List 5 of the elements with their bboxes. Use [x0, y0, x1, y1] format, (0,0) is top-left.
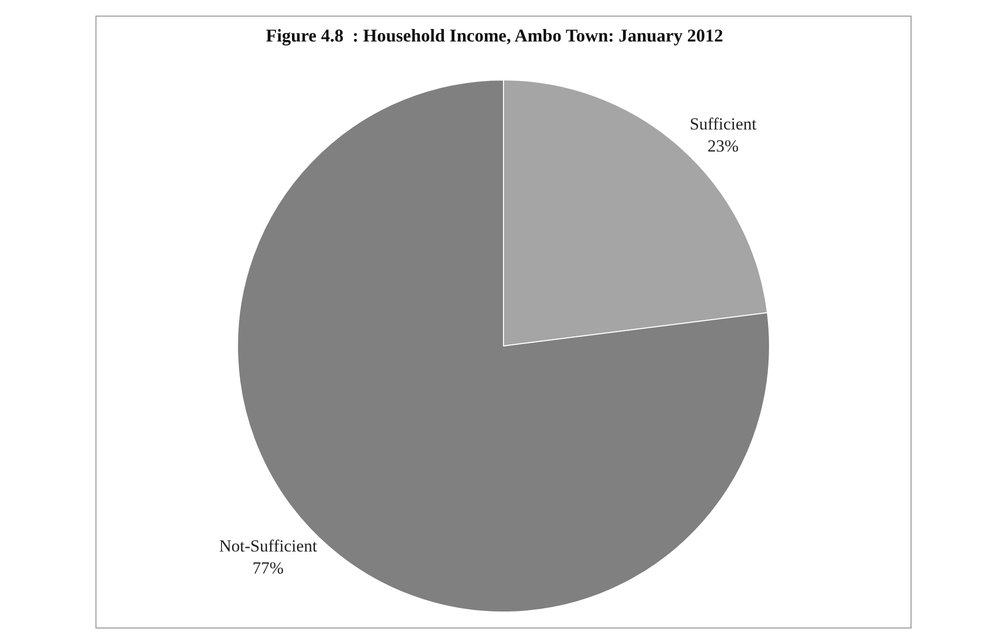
- chart-title: Figure 4.8 : Household Income, Ambo Town: January 2012: [266, 25, 724, 46]
- data-label: 23%: [707, 136, 739, 156]
- slice-label: Sufficient: [690, 114, 757, 134]
- slice-label: Not-Sufficient: [219, 536, 318, 556]
- data-label: 77%: [252, 558, 284, 578]
